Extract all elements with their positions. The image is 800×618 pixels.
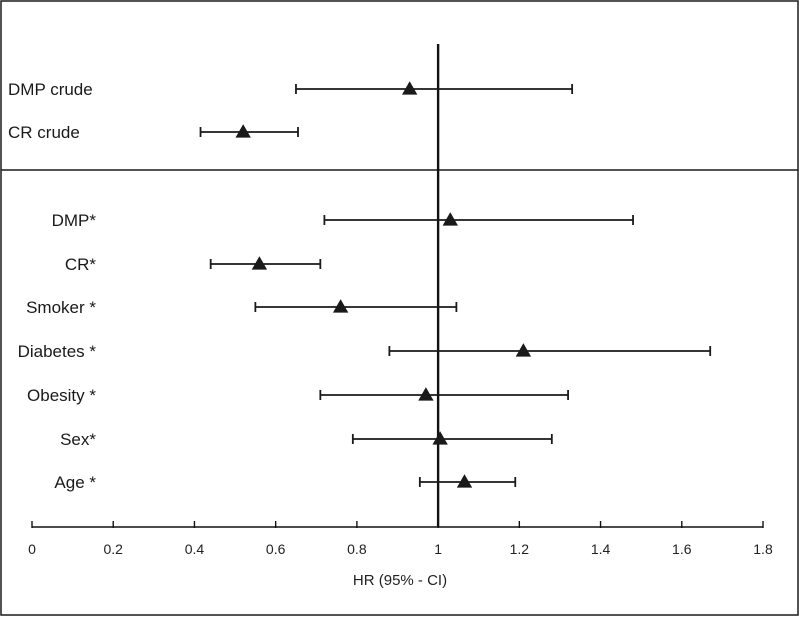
hr-point-marker [456,474,473,488]
row-label: CR* [65,255,97,274]
row-label: DMP* [52,211,97,230]
row-label: Sex* [60,430,96,449]
row-age: Age * [54,473,517,492]
x-tick-label: 0.8 [347,541,367,557]
x-tick-label: 0.4 [185,541,205,557]
hr-point-marker [235,124,251,138]
hr-point-marker [401,81,418,95]
row-obesity: Obesity * [27,386,569,405]
x-tick-label: 0.2 [103,541,123,557]
hr-point-marker [251,256,268,270]
row-smoker: Smoker * [26,298,458,317]
x-axis: 0 0.2 0.4 0.6 0.8 1 1.2 1.4 1.6 1.8 [28,521,773,557]
row-label: Age * [54,473,96,492]
x-axis-title: HR (95% - CI) [353,572,447,589]
row-label: DMP crude [8,80,93,99]
x-tick-label: 1.8 [753,541,773,557]
row-cr: CR* [65,255,322,274]
hr-point-marker [515,343,532,357]
x-tick-label: 1 [434,541,442,557]
row-cr-crude: CR crude [8,123,299,142]
hr-point-marker [432,431,448,445]
row-label: Obesity * [27,386,96,405]
row-sex: Sex* [60,430,553,449]
hr-point-marker [442,212,458,226]
x-tick-label: 1.6 [672,541,692,557]
x-tick-label: 0.6 [266,541,286,557]
rows-layer: DMP crude CR crude DMP* CR* Smoker * Diabetes… [8,80,712,492]
row-label: CR crude [8,123,80,142]
row-dmp-crude: DMP crude [8,80,574,99]
x-tick-label: 0 [28,541,36,557]
row-dmp: DMP* [52,211,634,230]
x-tick-label: 1.2 [510,541,530,557]
hr-point-marker [332,299,349,313]
row-label: Smoker * [26,298,96,317]
hr-point-marker [418,387,434,401]
row-label: Diabetes * [18,342,97,361]
row-diabetes: Diabetes * [18,342,712,361]
x-tick-label: 1.4 [591,541,611,557]
